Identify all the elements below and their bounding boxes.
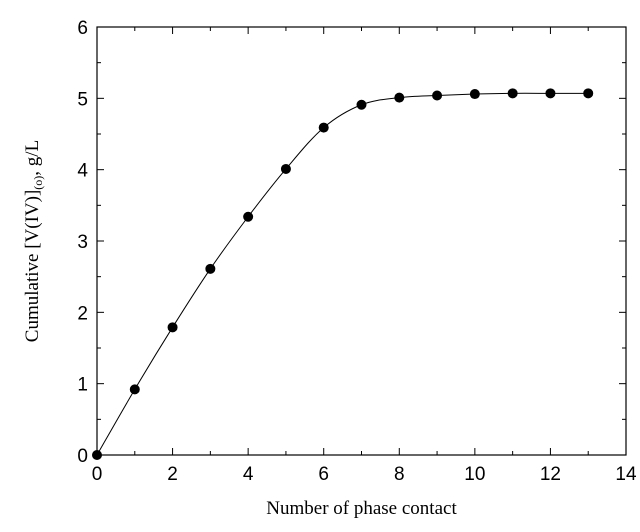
- y-tick-label: 2: [77, 303, 88, 324]
- series-line: [96, 92, 589, 456]
- data-point: [394, 92, 405, 103]
- data-points: [92, 88, 594, 460]
- data-point: [583, 88, 594, 99]
- data-point: [92, 450, 102, 460]
- y-axis-title-unit: , g/L: [22, 140, 43, 176]
- y-tick-label: 6: [77, 18, 88, 39]
- y-tick-label: 0: [77, 446, 88, 467]
- data-point: [205, 263, 216, 274]
- x-tick-label: 4: [243, 464, 254, 485]
- data-point: [167, 322, 178, 333]
- y-tick-label: 3: [77, 232, 88, 253]
- x-tick-label: 8: [394, 464, 405, 485]
- y-tick-label: 1: [77, 375, 88, 396]
- x-tick-label: 12: [540, 464, 561, 485]
- x-tick-label: 0: [92, 464, 103, 485]
- data-point: [243, 211, 254, 222]
- data-point: [507, 88, 518, 99]
- y-axis-title-main: Cumulative [V(IV)]: [22, 190, 43, 342]
- data-point: [129, 384, 140, 395]
- x-tick-label: 2: [167, 464, 178, 485]
- data-point: [545, 88, 556, 99]
- x-axis-title: Number of phase contact: [266, 498, 457, 519]
- data-point: [432, 90, 443, 101]
- y-tick-label: 4: [77, 161, 88, 182]
- data-point: [318, 122, 329, 133]
- x-tick-label: 14: [615, 464, 637, 485]
- y-axis-title: Cumulative [V(IV)](o), g/L: [22, 140, 45, 342]
- data-point: [356, 99, 367, 110]
- y-tick-label: 5: [77, 89, 88, 110]
- x-tick-label: 6: [318, 464, 329, 485]
- data-point: [280, 163, 291, 174]
- axis-ticks: [96, 26, 627, 456]
- x-tick-label: 10: [464, 464, 485, 485]
- y-axis-title-subscript: (o): [31, 176, 45, 190]
- data-point: [469, 89, 480, 100]
